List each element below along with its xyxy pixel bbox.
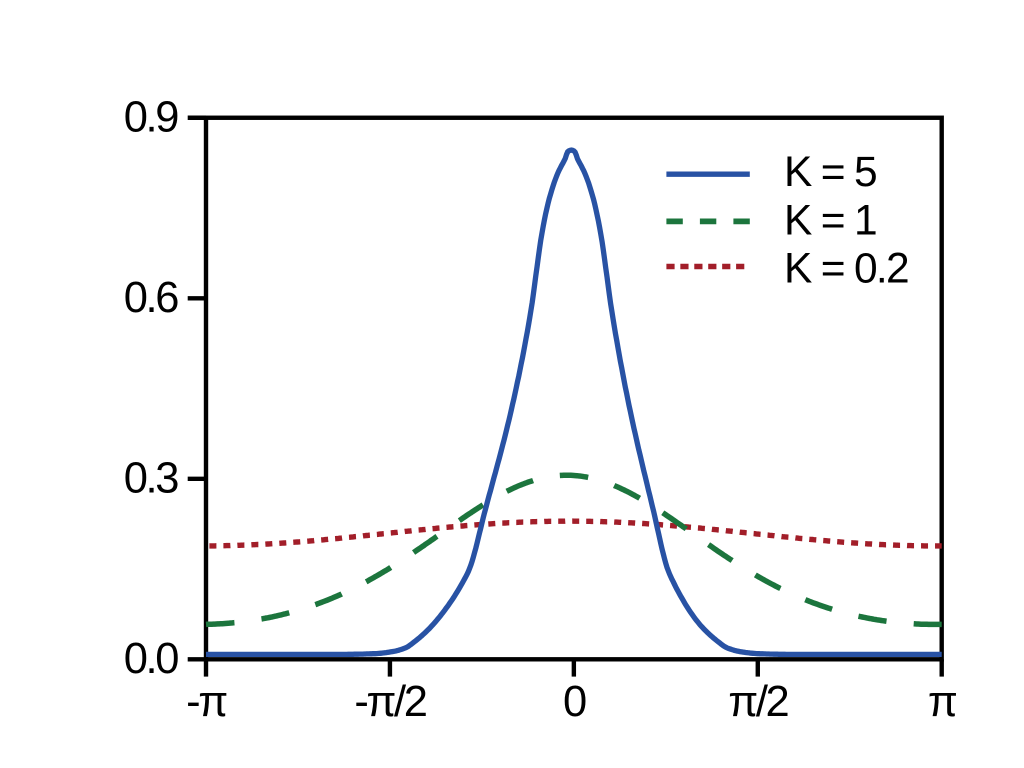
svg-text:π/2: π/2 bbox=[728, 678, 787, 726]
svg-text:K = 5: K = 5 bbox=[784, 149, 876, 196]
svg-text:π: π bbox=[928, 678, 957, 726]
svg-text:0.9: 0.9 bbox=[124, 94, 178, 142]
svg-text:0.3: 0.3 bbox=[124, 455, 178, 503]
svg-text:0.0: 0.0 bbox=[124, 635, 178, 683]
svg-text:-π: -π bbox=[186, 678, 227, 726]
svg-text:K = 0.2: K = 0.2 bbox=[784, 246, 908, 293]
svg-text:0: 0 bbox=[563, 678, 586, 726]
svg-text:K = 1: K = 1 bbox=[784, 198, 876, 245]
svg-text:-π/2: -π/2 bbox=[354, 678, 425, 726]
svg-text:0.6: 0.6 bbox=[124, 274, 178, 322]
